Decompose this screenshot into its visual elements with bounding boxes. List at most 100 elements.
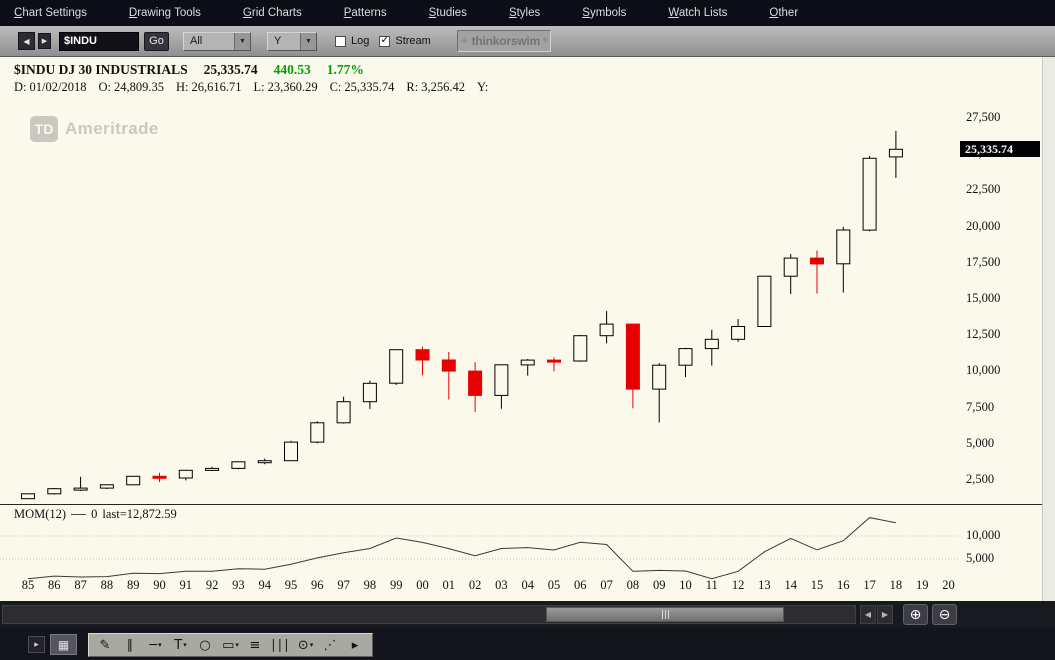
tool-parallel-channel[interactable]: ∥ [118, 635, 143, 655]
candle-body [99, 484, 114, 489]
period-dropdown[interactable]: Y ▼ [267, 31, 317, 51]
ohlc-field-: L: 23,360.29 [253, 80, 317, 95]
tool-glyph-icon: ⊙ [297, 637, 309, 653]
price-axis-label: 10,000 [966, 363, 1001, 378]
x-axis-label: 06 [574, 578, 587, 592]
candle-body [362, 382, 377, 403]
tool-rectangle[interactable]: ▭ ▾ [218, 635, 243, 655]
hscroll-thumb[interactable] [546, 607, 784, 622]
x-axis-label: 86 [48, 578, 61, 592]
mom-line [27, 517, 896, 580]
candle-body [284, 441, 298, 462]
mom-axis-label: 10,000 [966, 528, 1001, 542]
x-axis-label: 99 [389, 578, 403, 592]
grip-icon [664, 610, 666, 619]
x-axis-label: 04 [521, 578, 534, 592]
menu-item-patterns[interactable]: Patterns [343, 7, 387, 19]
tool-fib-time-extension[interactable]: ∣∣∣ [268, 635, 293, 655]
price-chart[interactable] [0, 95, 958, 505]
back-icon: ◀ [23, 36, 30, 46]
tool-ellipse[interactable]: ○ [193, 635, 218, 655]
x-axis-label: 15 [810, 578, 824, 592]
tool-zoom-box[interactable]: ⊙ ▾ [293, 635, 318, 655]
ohlc-field-label: O: [98, 80, 111, 94]
menu-item-watch-lists[interactable]: Watch Lists [668, 7, 728, 19]
range-dropdown[interactable]: All ▼ [183, 31, 251, 51]
drawings-expand-button[interactable]: ▸ [28, 636, 45, 653]
candle-body [152, 475, 167, 479]
drawing-set-button[interactable]: ▦ [50, 634, 77, 655]
candle-body [310, 422, 325, 443]
candle-body [441, 359, 456, 372]
go-button[interactable]: Go [144, 31, 169, 51]
tool-more-tools[interactable]: ▸ [343, 635, 368, 655]
watermark-text: Ameritrade [65, 119, 159, 138]
zoom-in-button[interactable]: ⊕ [903, 604, 928, 625]
td-ameritrade-watermark: TD Ameritrade [30, 116, 159, 142]
stream-checkbox-box: ✓ [379, 33, 391, 47]
price-axis-label: 5,000 [966, 435, 995, 450]
ohlc-field-value: 25,335.74 [344, 80, 395, 94]
x-axis-label: 85 [21, 578, 35, 592]
x-axis-label: 00 [416, 578, 429, 592]
tool-glyph-icon: ∥ [126, 637, 134, 653]
menu-item-styles[interactable]: Styles [508, 7, 541, 19]
candle-body [73, 487, 88, 491]
study-name: MOM(12) [14, 507, 67, 521]
x-axis-label: 01 [442, 578, 456, 592]
scroll-left-button[interactable]: ◀ [860, 605, 876, 624]
quote-line: $INDU DJ 30 INDUSTRIALS 25,335.74 440.53… [14, 62, 364, 78]
symbol-input[interactable] [59, 31, 139, 51]
log-checkbox-box [335, 35, 346, 47]
momentum-chart[interactable] [0, 515, 958, 581]
tool-freehand[interactable]: ⋰ [318, 635, 343, 655]
menu-item-studies[interactable]: Studies [428, 7, 467, 19]
ohlc-field-: Y: [477, 80, 491, 95]
x-axis: 85 86 87 88 89 90 91 92 93 94 95 96 97 98 99 00 01 02 03 04… [0, 578, 958, 594]
menu-item-symbols[interactable]: Symbols [582, 7, 627, 19]
thinkorswim-button[interactable]: ✳ thinkorswim ® [456, 30, 551, 52]
symbol-title: $INDU DJ 30 INDUSTRIALS [14, 62, 188, 77]
tool-glyph-icon: ⋰ [323, 637, 337, 653]
x-axis-label: 10 [679, 578, 692, 592]
candle-body [836, 229, 851, 265]
study-legend[interactable]: MOM(12) 0 last=12,872.59 [14, 507, 177, 522]
candle-body [862, 157, 877, 231]
tool-glyph-icon: ○ [199, 637, 211, 653]
log-checkbox[interactable]: Log [335, 35, 369, 47]
hscroll-track[interactable] [2, 605, 856, 624]
candle-body [731, 326, 746, 340]
tool-caret-icon: ▾ [158, 641, 162, 649]
tool-fib-retracement[interactable]: ≡ [243, 635, 268, 655]
symbol-back-button[interactable]: ◀ [18, 32, 35, 50]
candle-body [389, 349, 404, 384]
menu-item-grid-charts[interactable]: Grid Charts [242, 7, 302, 19]
price-axis[interactable]: 25,335.74 27,50025,00022,50020,00017,500… [958, 57, 1042, 601]
check-icon: ✓ [380, 33, 390, 46]
tool-trendline[interactable]: ✎ [93, 635, 118, 655]
price-axis-label: 17,500 [966, 254, 1001, 269]
symbol-forward-button[interactable]: ▶ [38, 33, 51, 49]
x-axis-label: 93 [232, 578, 245, 592]
pane-divider [0, 504, 1042, 505]
x-axis-label: 05 [547, 578, 561, 592]
menu-item-chart-settings[interactable]: Chart Settings [14, 7, 87, 19]
tool-horizontal-line[interactable]: ─ ▾ [143, 635, 168, 655]
vertical-scrollbar[interactable] [1042, 57, 1055, 601]
forward-icon: ▶ [41, 38, 48, 45]
ohlc-field-value: 23,360.29 [267, 80, 318, 94]
x-axis-label: 07 [600, 578, 613, 592]
drawing-toolbar-row: ▸ ▦ ✎ ∥ ─ ▾ T ▾ ○ ▭ ▾ ≡ ∣∣∣ ⊙ ▾ ⋰ [0, 628, 1055, 660]
tool-text-note[interactable]: T ▾ [168, 635, 193, 655]
scroll-right-button[interactable]: ▶ [877, 605, 893, 624]
expand-icon: ▸ [34, 639, 39, 650]
candle-body [494, 364, 509, 396]
price-change-percent: 1.77% [326, 62, 364, 77]
menu-item-drawing-tools[interactable]: Drawing Tools [128, 7, 201, 19]
x-axis-label: 16 [837, 578, 850, 592]
zoom-out-button[interactable]: ⊖ [932, 604, 957, 625]
tool-glyph-icon: ▸ [351, 637, 359, 653]
x-axis-label: 97 [337, 578, 350, 592]
stream-checkbox[interactable]: ✓ Stream [379, 33, 431, 47]
menu-item-other[interactable]: Other [769, 7, 799, 19]
